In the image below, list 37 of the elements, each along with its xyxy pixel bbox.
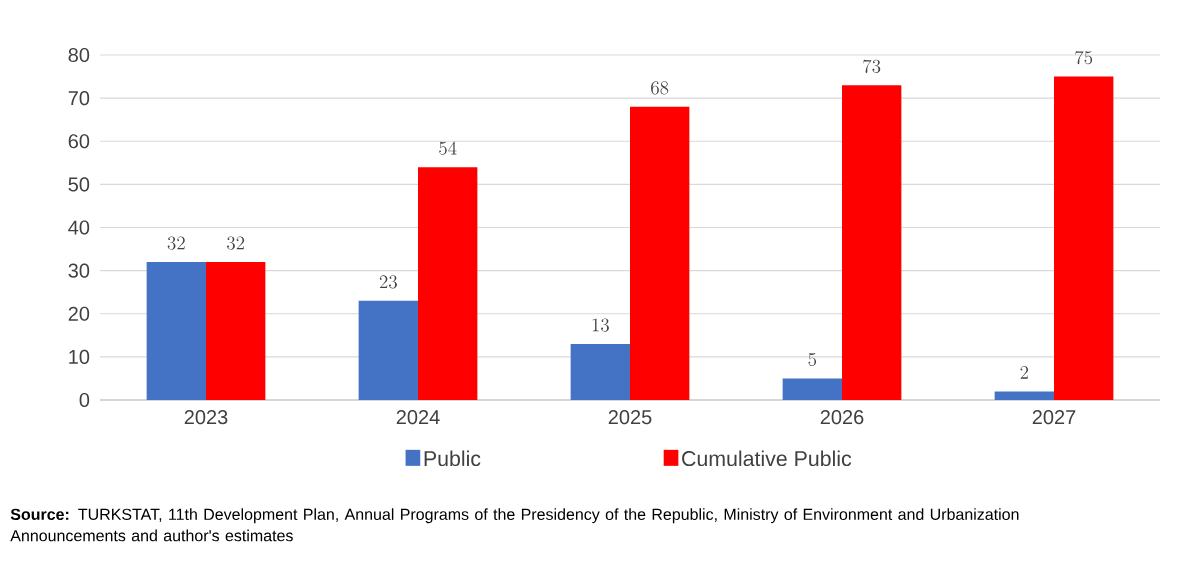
bar [418, 167, 478, 400]
x-tick-label: 2023 [184, 410, 228, 425]
data-label: 2 [1020, 365, 1029, 379]
y-tick-label: 50 [68, 177, 90, 192]
data-label: 73 [863, 59, 881, 73]
x-tick-label: 2026 [820, 410, 864, 425]
x-tick-label: 2025 [608, 410, 652, 425]
y-tick-label: 20 [68, 306, 90, 321]
x-tick-label: 2024 [396, 410, 440, 425]
legend-label: Cumulative Public [682, 450, 852, 467]
x-tick-label: 2027 [1032, 410, 1076, 425]
data-label: 23 [379, 275, 397, 289]
bar [146, 262, 207, 400]
y-tick-label: 10 [69, 349, 90, 364]
data-label: 54 [439, 141, 457, 155]
bar [994, 391, 1055, 400]
legend-label: Public [424, 450, 481, 467]
data-label: 32 [227, 236, 245, 250]
bar [570, 343, 630, 400]
bar [630, 106, 690, 400]
y-tick-label: 30 [68, 263, 90, 278]
data-label: 5 [808, 352, 817, 367]
data-label: 68 [651, 81, 669, 95]
data-label: 75 [1075, 50, 1093, 65]
data-label: 32 [167, 236, 185, 250]
y-tick-label: 40 [68, 220, 90, 235]
text: Source: TURKSTAT, 11th Development Plan, Annual Programs of the Presidency of the Republic, Ministry of Environment and Urbanization Announcements and author's estimates [10, 508, 1019, 542]
bar [1054, 76, 1114, 400]
y-tick-label: 0 [79, 392, 90, 408]
y-tick-label: 80 [68, 47, 90, 63]
y-tick-label: 60 [68, 134, 90, 149]
bar [206, 262, 266, 400]
bar [842, 85, 902, 400]
data-label: 13 [592, 318, 609, 332]
bar [358, 300, 418, 400]
y-tick-label: 70 [68, 91, 90, 106]
bar [782, 378, 843, 400]
